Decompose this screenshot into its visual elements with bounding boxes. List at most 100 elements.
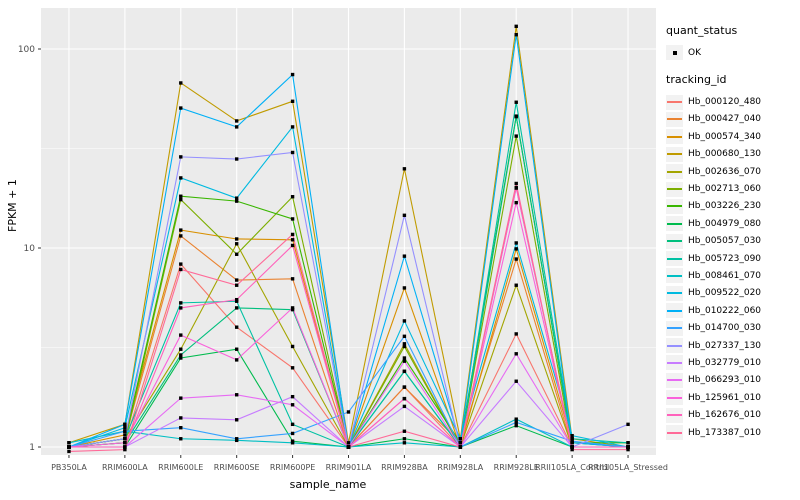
data-point bbox=[402, 342, 407, 346]
data-point bbox=[402, 286, 407, 290]
legend-key-box bbox=[666, 233, 683, 249]
legend-key-box bbox=[666, 251, 683, 267]
data-point bbox=[179, 155, 183, 159]
data-point bbox=[570, 433, 574, 438]
x-tick-label: RRIM600LE bbox=[158, 463, 203, 472]
data-point bbox=[570, 437, 574, 441]
legend-key-box bbox=[666, 285, 683, 301]
x-tick-label: RRII105LA_Control bbox=[535, 463, 609, 472]
legend-key-box bbox=[666, 146, 683, 162]
data-point bbox=[290, 306, 295, 310]
legend-line-swatch bbox=[667, 205, 682, 208]
data-point bbox=[514, 24, 518, 29]
legend-item-Hb_004979_080: Hb_004979_080 bbox=[666, 215, 798, 232]
data-point bbox=[179, 347, 183, 351]
data-point bbox=[626, 447, 630, 452]
legend-item-Hb_003226_230: Hb_003226_230 bbox=[666, 198, 798, 215]
legend-item-label: Hb_009522_020 bbox=[688, 288, 762, 299]
legend-item-label: Hb_010222_060 bbox=[688, 305, 762, 316]
data-point bbox=[290, 277, 295, 281]
data-point bbox=[179, 333, 183, 337]
legend-item-Hb_173387_010: Hb_173387_010 bbox=[666, 424, 798, 441]
legend-item-label: Hb_003226_230 bbox=[688, 201, 762, 212]
data-point bbox=[290, 238, 295, 242]
data-point bbox=[179, 306, 183, 310]
legend-key-box bbox=[666, 268, 683, 284]
data-point bbox=[179, 396, 183, 400]
data-point bbox=[234, 393, 239, 397]
legend-line-swatch bbox=[667, 188, 682, 191]
data-point bbox=[234, 278, 239, 282]
x-tick-label: RRIM901LA bbox=[326, 463, 372, 472]
data-point bbox=[514, 134, 518, 138]
data-point bbox=[67, 449, 71, 454]
legend-line-swatch bbox=[667, 257, 682, 260]
data-point bbox=[402, 356, 407, 360]
x-tick-label: RRIM928BA bbox=[381, 463, 428, 472]
data-point bbox=[514, 283, 518, 287]
legend-title-tracking-id: tracking_id bbox=[666, 73, 727, 87]
legend-item-Hb_005057_030: Hb_005057_030 bbox=[666, 233, 798, 250]
data-point bbox=[123, 426, 127, 430]
data-point bbox=[514, 241, 518, 245]
legend-line-swatch bbox=[667, 274, 682, 277]
legend-item-label: Hb_002636_070 bbox=[688, 166, 762, 177]
legend-line-swatch bbox=[667, 379, 682, 382]
data-point bbox=[179, 301, 183, 305]
legend-item-label: Hb_000574_340 bbox=[688, 131, 762, 142]
data-point bbox=[402, 319, 407, 323]
x-axis-title: sample_name bbox=[289, 478, 367, 491]
y-tick-label: 100 bbox=[18, 45, 35, 55]
data-point bbox=[290, 307, 295, 312]
data-point bbox=[179, 426, 183, 430]
data-point bbox=[123, 445, 127, 449]
data-point bbox=[514, 247, 518, 251]
data-point bbox=[179, 234, 183, 238]
data-point bbox=[402, 437, 407, 441]
legend-line-swatch bbox=[667, 153, 682, 156]
legend-item-Hb_000680_130: Hb_000680_130 bbox=[666, 146, 798, 163]
legend-item-Hb_162676_010: Hb_162676_010 bbox=[666, 406, 798, 423]
legend: quant_status OK tracking_id Hb_000120_48… bbox=[666, 24, 798, 453]
data-point bbox=[626, 445, 630, 449]
data-point bbox=[290, 366, 295, 370]
data-point bbox=[179, 197, 183, 202]
legend-title-quant-status: quant_status bbox=[666, 24, 738, 37]
data-point bbox=[179, 194, 183, 198]
legend-key-box bbox=[666, 425, 683, 440]
data-point bbox=[179, 106, 183, 110]
legend-group-quant-status: quant_status OK bbox=[666, 24, 798, 61]
data-point bbox=[67, 445, 71, 449]
data-point bbox=[402, 213, 407, 217]
ok-point-icon bbox=[672, 50, 677, 55]
data-point bbox=[458, 441, 463, 445]
legend-item-Hb_000120_480: Hb_000120_480 bbox=[666, 93, 798, 110]
data-point bbox=[123, 433, 127, 437]
legend-line-swatch bbox=[667, 309, 682, 312]
legend-line-swatch bbox=[667, 170, 682, 173]
data-point bbox=[514, 181, 518, 186]
data-point bbox=[402, 429, 407, 433]
data-point bbox=[626, 441, 630, 445]
legend-key-box bbox=[666, 407, 683, 423]
data-point bbox=[290, 441, 295, 445]
tracking-id-legend-items: Hb_000120_480 Hb_000427_040 Hb_000574_340 H… bbox=[666, 93, 798, 441]
data-point bbox=[514, 257, 518, 261]
legend-item-label: Hb_014700_030 bbox=[688, 323, 762, 334]
x-tick-label: RRIM600PE bbox=[270, 463, 316, 472]
data-point bbox=[514, 32, 518, 37]
data-point bbox=[290, 394, 295, 399]
legend-key-box bbox=[666, 129, 683, 145]
data-point bbox=[179, 437, 183, 441]
legend-item-label: Hb_000427_040 bbox=[688, 114, 762, 125]
data-point bbox=[179, 356, 183, 360]
data-point bbox=[234, 196, 239, 200]
data-point bbox=[290, 431, 295, 436]
legend-key-box bbox=[666, 320, 683, 336]
data-point bbox=[123, 447, 127, 452]
legend-key-box bbox=[666, 338, 683, 354]
data-point bbox=[179, 353, 183, 357]
legend-key-box bbox=[666, 181, 683, 197]
